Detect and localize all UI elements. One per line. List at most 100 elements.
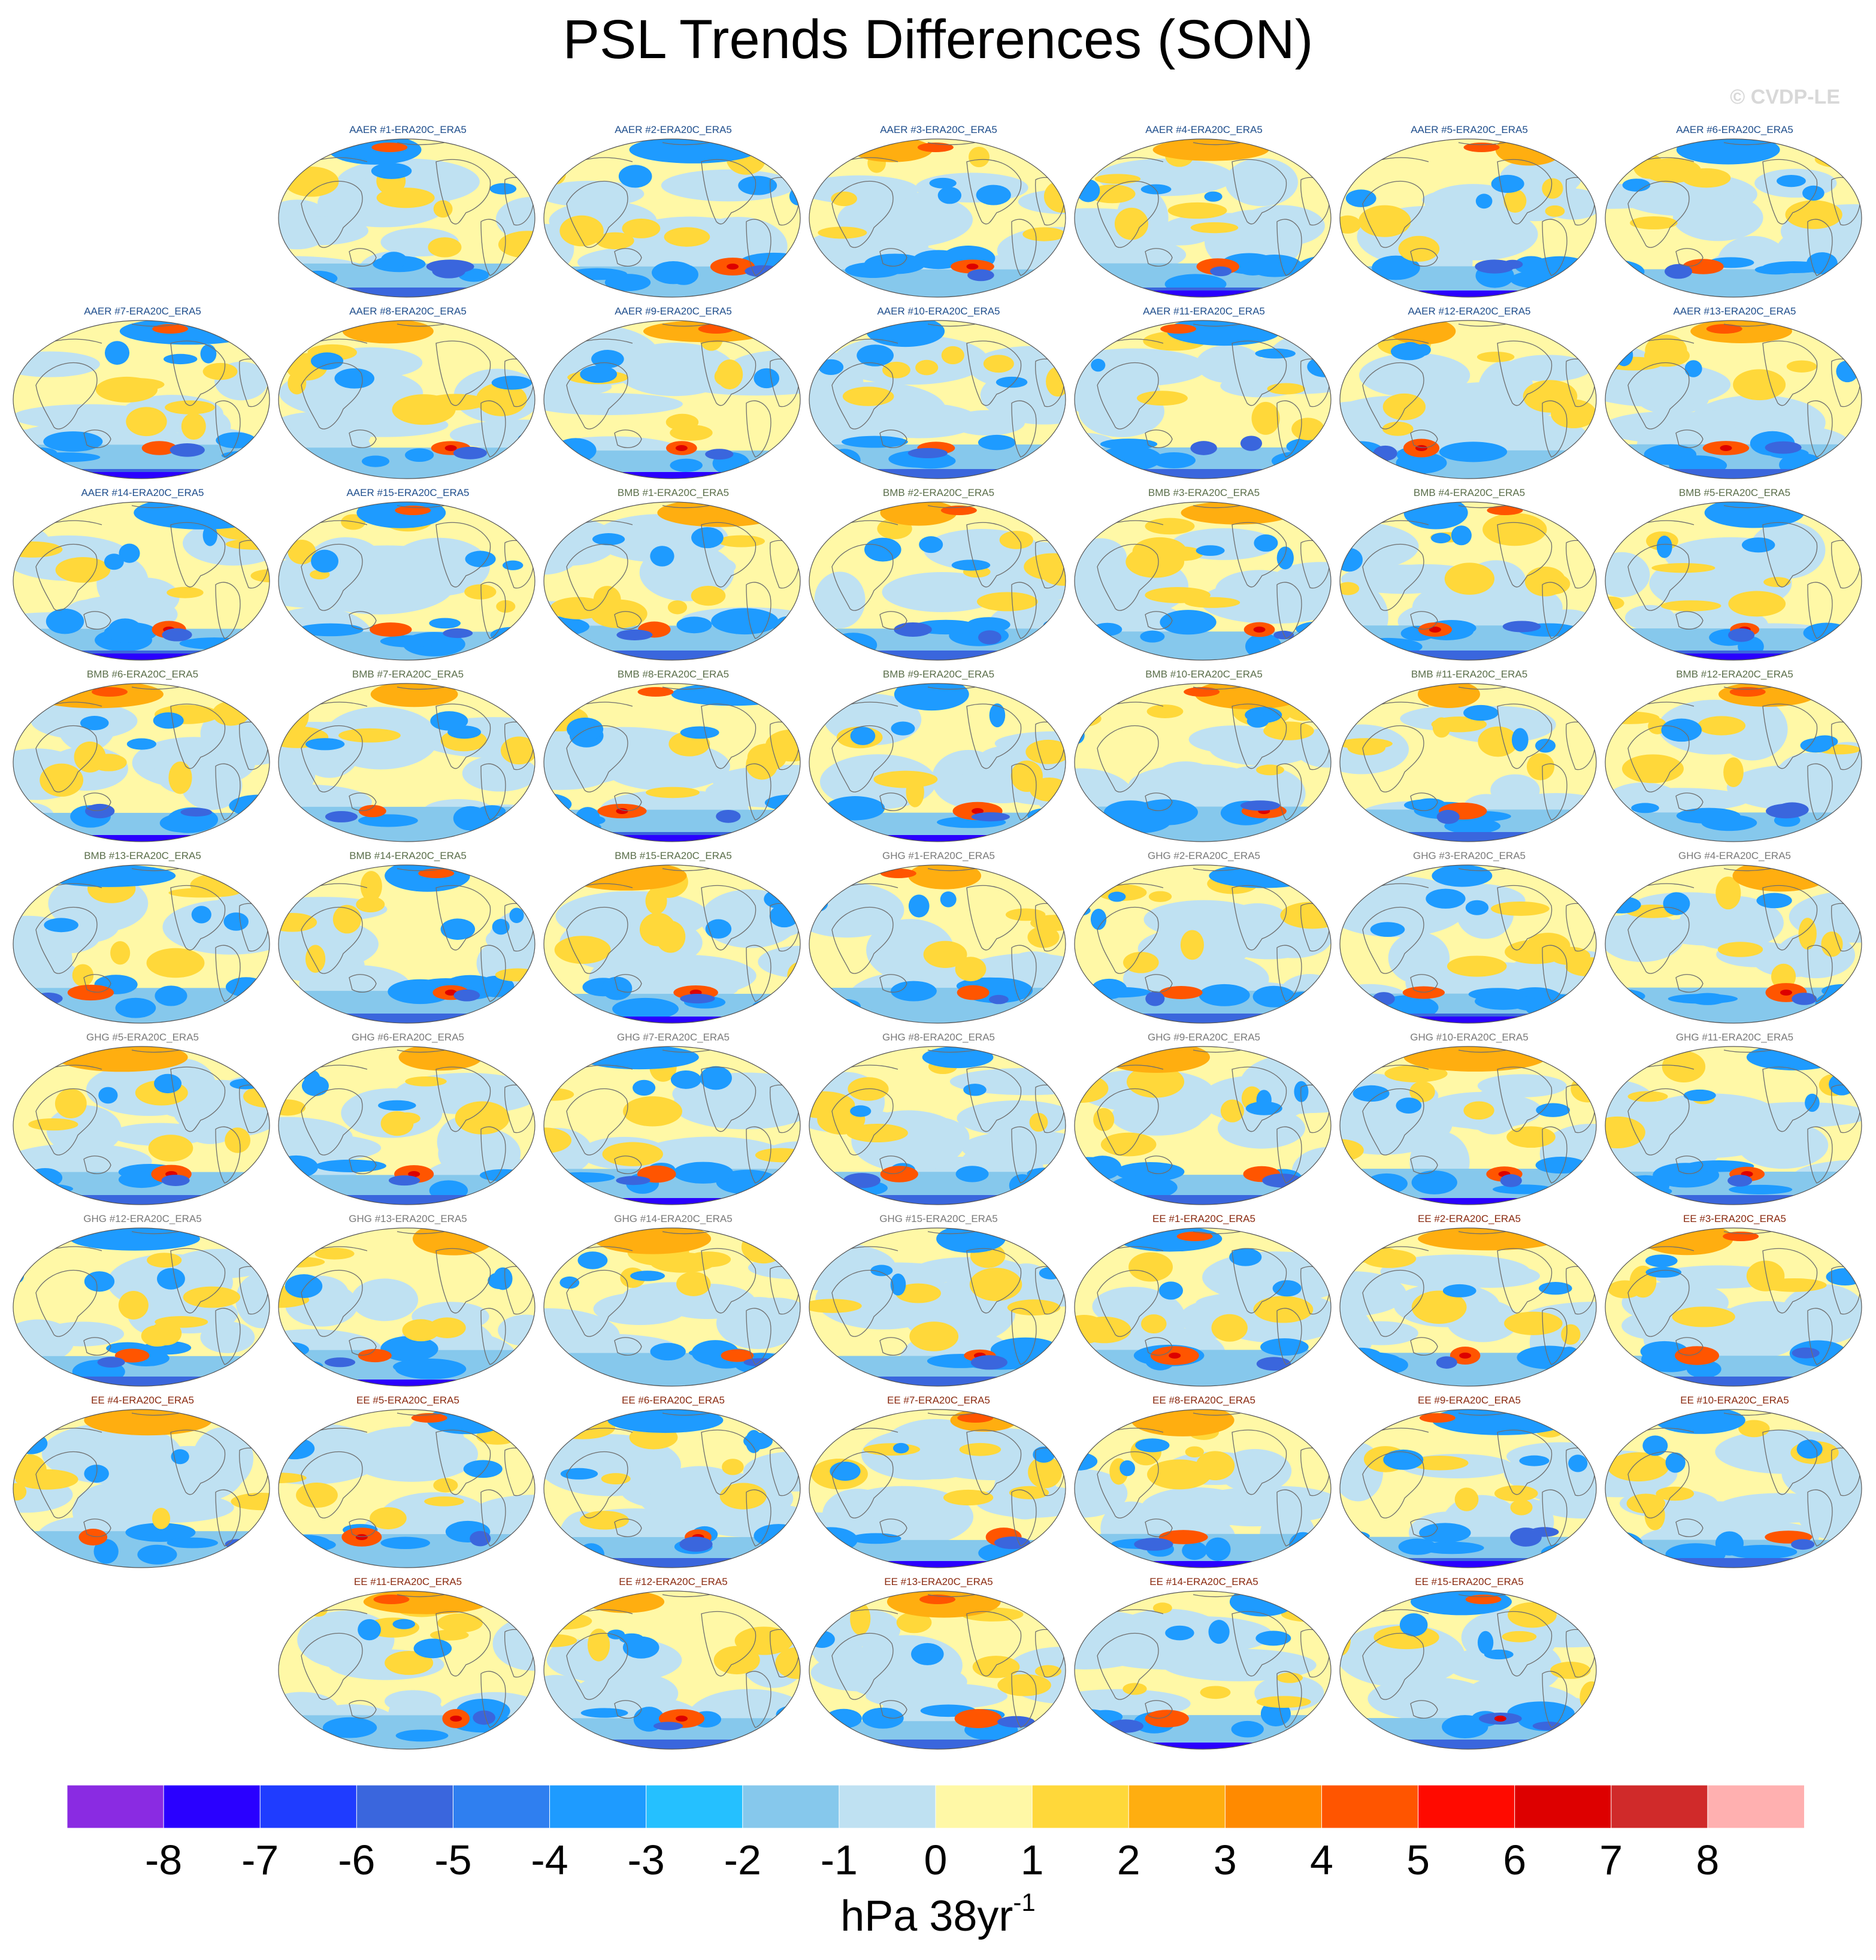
trend-map <box>543 320 801 479</box>
panel-title: EE #2-ERA20C_ERA5 <box>1418 1213 1521 1224</box>
trend-map <box>1074 320 1332 479</box>
map-panel: BMB #7-ERA20C_ERA5 <box>276 668 540 848</box>
colorbar-tick-label: -6 <box>338 1837 376 1883</box>
trend-map <box>13 1409 270 1568</box>
map-panel: EE #10-ERA20C_ERA5 <box>1603 1394 1866 1574</box>
trend-map <box>543 1227 801 1387</box>
colorbar-tick-label: 6 <box>1503 1837 1527 1883</box>
map-panel: GHG #5-ERA20C_ERA5 <box>11 1031 274 1211</box>
trend-map <box>1605 1227 1862 1387</box>
panel-title: AAER #8-ERA20C_ERA5 <box>349 306 467 317</box>
panel-title: EE #11-ERA20C_ERA5 <box>353 1576 462 1587</box>
map-panel: AAER #7-ERA20C_ERA5 <box>11 305 274 485</box>
map-panel: EE #13-ERA20C_ERA5 <box>807 1575 1070 1755</box>
panel-title: AAER #12-ERA20C_ERA5 <box>1408 306 1531 317</box>
trend-map <box>1074 1590 1332 1750</box>
panel-title: BMB #1-ERA20C_ERA5 <box>617 487 730 498</box>
panel-title: AAER #5-ERA20C_ERA5 <box>1411 124 1528 135</box>
panel-title: AAER #9-ERA20C_ERA5 <box>615 306 732 317</box>
colorbar-tick-label: 3 <box>1213 1837 1237 1883</box>
panel-title: GHG #5-ERA20C_ERA5 <box>86 1032 199 1043</box>
panel-title: EE #5-ERA20C_ERA5 <box>356 1395 459 1406</box>
map-panel: EE #8-ERA20C_ERA5 <box>1072 1394 1336 1574</box>
trend-map <box>809 1409 1066 1568</box>
trend-map <box>13 1046 270 1205</box>
colorbar-swatch <box>549 1785 647 1828</box>
map-panel: GHG #11-ERA20C_ERA5 <box>1603 1031 1866 1211</box>
map-panel: AAER #14-ERA20C_ERA5 <box>11 486 274 666</box>
map-panel: EE #2-ERA20C_ERA5 <box>1338 1212 1601 1392</box>
panel-title: EE #13-ERA20C_ERA5 <box>884 1576 993 1587</box>
map-panel: GHG #14-ERA20C_ERA5 <box>541 1212 805 1392</box>
trend-map <box>1339 683 1597 842</box>
trend-map <box>13 501 270 661</box>
panel-title: GHG #12-ERA20C_ERA5 <box>83 1213 202 1224</box>
map-panel: BMB #9-ERA20C_ERA5 <box>807 668 1070 848</box>
panel-title: EE #7-ERA20C_ERA5 <box>887 1395 990 1406</box>
trend-map <box>1605 320 1862 479</box>
map-panel: AAER #8-ERA20C_ERA5 <box>276 305 540 485</box>
panel-title: EE #12-ERA20C_ERA5 <box>619 1576 728 1587</box>
trend-map <box>1339 138 1597 298</box>
panel-title: GHG #7-ERA20C_ERA5 <box>616 1032 730 1043</box>
colorbar-swatch <box>1321 1785 1419 1828</box>
map-panel: GHG #12-ERA20C_ERA5 <box>11 1212 274 1392</box>
panel-title: AAER #7-ERA20C_ERA5 <box>84 306 201 317</box>
map-panel: GHG #3-ERA20C_ERA5 <box>1338 849 1601 1029</box>
colorbar-tick-label: 1 <box>1020 1837 1044 1883</box>
trend-map <box>543 1046 801 1205</box>
colorbar-swatch <box>1418 1785 1515 1828</box>
panel-title: BMB #10-ERA20C_ERA5 <box>1145 669 1263 680</box>
map-panel: BMB #1-ERA20C_ERA5 <box>541 486 805 666</box>
panel-title: AAER #10-ERA20C_ERA5 <box>877 306 1000 317</box>
trend-map <box>1605 501 1862 661</box>
trend-map <box>278 683 535 842</box>
panel-title: AAER #15-ERA20C_ERA5 <box>346 487 470 498</box>
trend-map <box>809 501 1066 661</box>
panel-title: EE #6-ERA20C_ERA5 <box>622 1395 725 1406</box>
colorbar-tick-label: -5 <box>434 1837 472 1883</box>
map-panel: AAER #1-ERA20C_ERA5 <box>276 123 540 303</box>
trend-map <box>1074 138 1332 298</box>
map-panel: EE #5-ERA20C_ERA5 <box>276 1394 540 1574</box>
map-panel: BMB #4-ERA20C_ERA5 <box>1338 486 1601 666</box>
colorbar-swatch <box>1224 1785 1323 1828</box>
panel-title: AAER #6-ERA20C_ERA5 <box>1676 124 1793 135</box>
colorbar-tick-label: -8 <box>144 1837 183 1883</box>
trend-map <box>1339 1227 1597 1387</box>
trend-map <box>809 1227 1066 1387</box>
panel-title: GHG #13-ERA20C_ERA5 <box>349 1213 467 1224</box>
map-panel: BMB #8-ERA20C_ERA5 <box>541 668 805 848</box>
colorbar-tick-label: -3 <box>627 1837 665 1883</box>
trend-map <box>1074 683 1332 842</box>
map-panel: GHG #4-ERA20C_ERA5 <box>1603 849 1866 1029</box>
colorbar-tick-label: 0 <box>924 1837 948 1883</box>
colorbar-tick-label: 8 <box>1696 1837 1720 1883</box>
trend-map <box>13 683 270 842</box>
trend-map <box>278 1409 535 1568</box>
panel-title: BMB #3-ERA20C_ERA5 <box>1148 487 1260 498</box>
colorbar-tick-label: -4 <box>531 1837 568 1883</box>
map-panel: BMB #14-ERA20C_ERA5 <box>276 849 540 1029</box>
colorbar-tick-label: -7 <box>241 1837 279 1883</box>
trend-map <box>543 138 801 298</box>
colorbar-swatch <box>67 1785 165 1828</box>
map-panel: EE #14-ERA20C_ERA5 <box>1072 1575 1336 1755</box>
panel-title: BMB #4-ERA20C_ERA5 <box>1413 487 1526 498</box>
colorbar-units: hPa 38yr-1 <box>0 1888 1876 1941</box>
panel-title: AAER #13-ERA20C_ERA5 <box>1673 306 1796 317</box>
map-panel: EE #7-ERA20C_ERA5 <box>807 1394 1070 1574</box>
map-panel: EE #1-ERA20C_ERA5 <box>1072 1212 1336 1392</box>
trend-map <box>1605 138 1862 298</box>
panel-title: BMB #7-ERA20C_ERA5 <box>352 669 464 680</box>
colorbar-tick-label: -1 <box>820 1837 858 1883</box>
colorbar-tick-label: 4 <box>1309 1837 1333 1883</box>
trend-map <box>1074 1046 1332 1205</box>
panel-title: GHG #15-ERA20C_ERA5 <box>879 1213 998 1224</box>
trend-map <box>543 864 801 1024</box>
map-panel: GHG #15-ERA20C_ERA5 <box>807 1212 1070 1392</box>
map-panel: GHG #13-ERA20C_ERA5 <box>276 1212 540 1392</box>
colorbar-tick-label: -2 <box>724 1837 761 1883</box>
panel-title: GHG #2-ERA20C_ERA5 <box>1147 850 1261 861</box>
trend-map <box>278 864 535 1024</box>
